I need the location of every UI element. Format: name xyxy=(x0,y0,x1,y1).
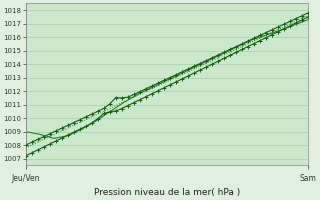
X-axis label: Pression niveau de la mer( hPa ): Pression niveau de la mer( hPa ) xyxy=(94,188,240,197)
